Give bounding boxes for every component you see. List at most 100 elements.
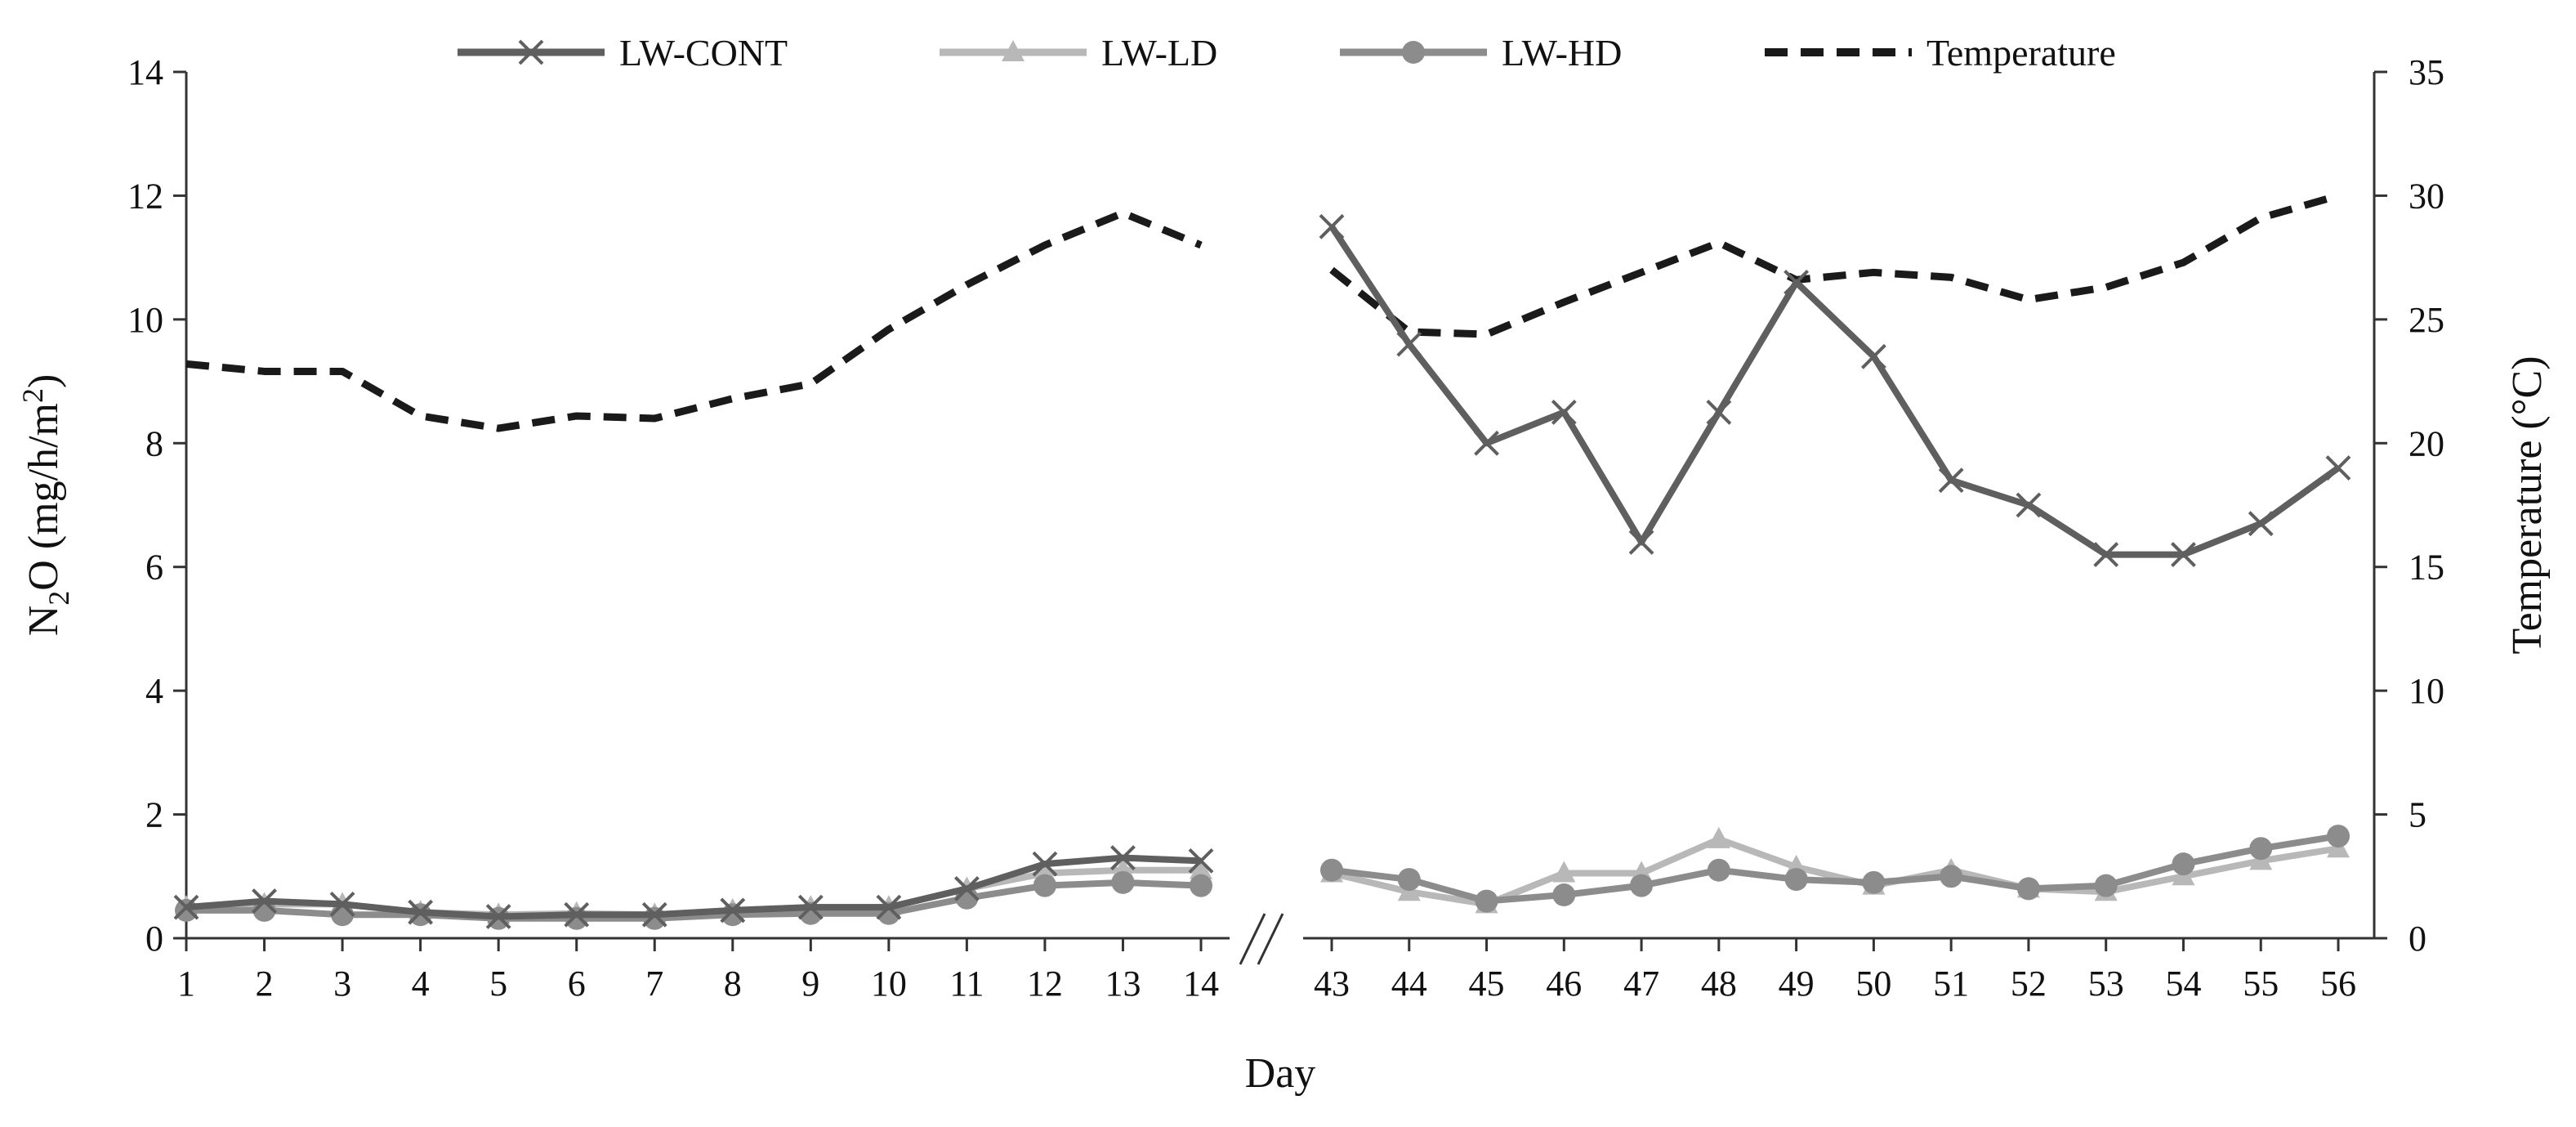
x-tick-label: 4 — [412, 964, 430, 1004]
data-point-lw-cont — [876, 894, 902, 920]
x-axis-title: Day — [1245, 1050, 1316, 1097]
data-point-lw-cont — [1551, 400, 1577, 425]
data-point-lw-hd — [1552, 883, 1576, 906]
left-axis-title-main: N — [20, 606, 67, 637]
legend-marker-lw-hd — [1402, 41, 1425, 64]
marker-stroke — [641, 901, 667, 928]
x-tick-label: 43 — [1314, 964, 1350, 1004]
series-line-temperature — [1329, 192, 2340, 338]
marker-stroke — [1551, 400, 1577, 425]
series-line-lw-cont — [185, 854, 1202, 920]
marker-stroke — [1032, 851, 1058, 877]
data-point-lw-hd — [1630, 874, 1654, 897]
legend-marker-lw-ld — [1002, 40, 1025, 61]
marker-stroke — [1938, 467, 1964, 494]
marker-stroke — [1188, 847, 1214, 874]
data-point-lw-cont — [641, 901, 667, 928]
marker-stroke — [1474, 430, 1499, 456]
data-point-lw-hd — [721, 903, 744, 927]
legend-label-lw-hd: LW-HD — [1502, 32, 1622, 74]
series-group — [173, 192, 2351, 930]
axis-break-mark — [1239, 913, 1266, 965]
left-axis-title-sub: 2 — [42, 591, 75, 606]
data-point-lw-hd — [2172, 852, 2195, 876]
x-tick-label: 55 — [2243, 964, 2279, 1004]
left-tick-label: 4 — [145, 671, 163, 711]
data-point-lw-hd — [1475, 889, 1498, 913]
data-point-lw-hd — [2249, 837, 2273, 861]
data-point-lw-cont — [2016, 492, 2042, 518]
right-tick-label: 25 — [2409, 300, 2444, 340]
x-tick-label: 45 — [1469, 964, 1505, 1004]
x-tick-label: 12 — [1027, 964, 1063, 1004]
data-point-lw-cont — [1396, 331, 1422, 357]
x-tick-label: 48 — [1701, 964, 1737, 1004]
x-tick-label: 44 — [1391, 964, 1427, 1004]
x-tick-label: 5 — [489, 964, 507, 1004]
marker-stroke — [2093, 542, 2119, 567]
data-point-lw-ld — [1552, 861, 1576, 883]
x-tick-label: 6 — [568, 964, 586, 1004]
data-point-lw-cont — [1706, 400, 1732, 425]
marker-stroke — [518, 39, 544, 65]
x-tick-label: 54 — [2165, 964, 2201, 1004]
right-tick-label: 10 — [2409, 671, 2444, 711]
data-point-lw-cont — [1860, 343, 1886, 369]
series-line-lw-hd — [1331, 833, 2339, 905]
legend-label-lw-ld: LW-LD — [1101, 32, 1217, 74]
x-tick-label: 53 — [2088, 964, 2124, 1004]
series-line-lw-hd — [186, 879, 1202, 922]
marker-stroke — [720, 897, 746, 924]
left-tick-label: 8 — [145, 423, 163, 463]
marker-stroke — [1706, 400, 1732, 425]
data-point-lw-hd — [1320, 858, 1343, 882]
data-point-lw-cont — [1938, 467, 1964, 494]
x-tick-label: 14 — [1183, 964, 1219, 1004]
data-point-lw-ld — [1707, 826, 1730, 848]
right-tick-label: 30 — [2409, 176, 2444, 216]
legend-item-temperature: Temperature — [1765, 32, 2116, 74]
data-point-lw-cont — [408, 899, 434, 925]
data-point-lw-cont — [564, 901, 590, 928]
marker-stroke — [876, 894, 902, 920]
left-tick-label: 12 — [127, 176, 163, 216]
marker-stroke — [2248, 511, 2274, 537]
marker-stroke — [797, 894, 824, 920]
right-tick-label: 20 — [2409, 423, 2444, 463]
marker-stroke — [2016, 492, 2042, 518]
data-point-lw-cont — [1032, 851, 1058, 877]
right-tick-label: 0 — [2409, 919, 2426, 959]
x-tick-label: 3 — [333, 964, 351, 1004]
data-point-lw-cont — [252, 888, 277, 914]
data-point-lw-cont — [1319, 213, 1345, 239]
left-axis-title-close: ) — [20, 374, 67, 388]
x-tick-label: 46 — [1546, 964, 1582, 1004]
data-point-lw-cont — [1188, 847, 1214, 874]
left-tick-label: 14 — [127, 52, 163, 92]
data-point-lw-cont — [2093, 542, 2119, 567]
data-point-lw-cont — [2248, 511, 2274, 537]
data-point-lw-ld — [1190, 857, 1212, 879]
data-point-lw-cont — [329, 891, 355, 917]
marker-stroke — [2325, 455, 2351, 481]
legend-label-temperature: Temperature — [1926, 32, 2116, 74]
data-point-lw-hd — [2094, 874, 2118, 897]
data-point-lw-cont — [1110, 845, 1136, 870]
data-point-lw-cont — [953, 876, 980, 901]
left-tick-label: 2 — [145, 795, 163, 835]
data-point-lw-hd — [1033, 874, 1056, 897]
x-tick-label: 51 — [1933, 964, 1969, 1004]
marker-stroke — [1396, 331, 1422, 357]
x-tick-label: 11 — [949, 964, 984, 1004]
data-point-lw-cont — [1784, 270, 1810, 295]
data-point-lw-hd — [1190, 874, 1212, 897]
marker-stroke — [173, 894, 199, 920]
x-tick-label: 1 — [177, 964, 195, 1004]
data-point-lw-cont — [2171, 542, 2196, 567]
data-point-lw-hd — [565, 906, 588, 930]
data-point-lw-cont — [173, 894, 199, 920]
left-tick-label: 10 — [127, 300, 163, 340]
x-tick-label: 52 — [2011, 964, 2047, 1004]
data-point-lw-hd — [1862, 870, 1886, 894]
